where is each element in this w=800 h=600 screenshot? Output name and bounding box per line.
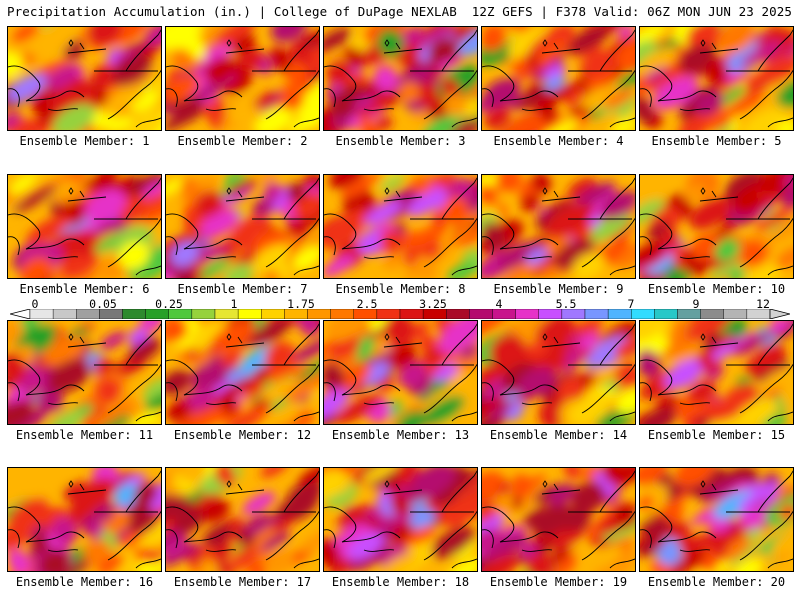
ensemble-member-label: Ensemble Member: 7 bbox=[177, 282, 308, 296]
colorbar-right-arrow bbox=[769, 309, 790, 319]
ensemble-member-label: Ensemble Member: 3 bbox=[335, 134, 466, 148]
ensemble-member-label: Ensemble Member: 5 bbox=[651, 134, 782, 148]
colorbar-tick-label: 1 bbox=[230, 297, 238, 311]
colorbar-tick-label: 1.75 bbox=[287, 297, 315, 311]
colorbar-segment bbox=[376, 309, 401, 319]
colorbar-segment bbox=[191, 309, 216, 319]
colorbar-segment bbox=[723, 309, 748, 319]
ensemble-member-map bbox=[165, 174, 320, 279]
ensemble-member-map bbox=[639, 320, 794, 425]
colorbar-segment bbox=[52, 309, 77, 319]
ensemble-member-map bbox=[7, 467, 162, 572]
colorbar-tick-label: 12 bbox=[756, 297, 770, 311]
ensemble-member-label: Ensemble Member: 13 bbox=[331, 428, 470, 442]
ensemble-member-map bbox=[639, 174, 794, 279]
ensemble-member-map bbox=[7, 26, 162, 131]
ensemble-member-map bbox=[165, 467, 320, 572]
ensemble-member-map bbox=[481, 467, 636, 572]
ensemble-member-map bbox=[323, 320, 478, 425]
ensemble-member-map bbox=[323, 26, 478, 131]
ensemble-member-label: Ensemble Member: 12 bbox=[173, 428, 312, 442]
colorbar-tick-label: 3.25 bbox=[419, 297, 447, 311]
ensemble-member-map bbox=[481, 320, 636, 425]
ensemble-member-map bbox=[7, 320, 162, 425]
colorbar-tick-label: 0.05 bbox=[89, 297, 117, 311]
colorbar-segment bbox=[631, 309, 655, 319]
ensemble-member-label: Ensemble Member: 16 bbox=[15, 575, 154, 589]
colorbar-segment bbox=[654, 309, 678, 319]
colorbar-segment bbox=[446, 309, 470, 319]
ensemble-member-map bbox=[639, 467, 794, 572]
ensemble-member-label: Ensemble Member: 14 bbox=[489, 428, 628, 442]
colorbar-tick-label: 0.25 bbox=[155, 297, 183, 311]
ensemble-member-label: Ensemble Member: 9 bbox=[493, 282, 624, 296]
ensemble-member-map bbox=[481, 174, 636, 279]
ensemble-member-map bbox=[165, 26, 320, 131]
colorbar-tick-label: 5.5 bbox=[555, 297, 577, 311]
ensemble-member-label: Ensemble Member: 10 bbox=[647, 282, 786, 296]
ensemble-member-map bbox=[323, 467, 478, 572]
map-title: Precipitation Accumulation (in.) | Colle… bbox=[7, 4, 457, 19]
colorbar-segment bbox=[261, 309, 285, 319]
colorbar-segment bbox=[584, 309, 609, 319]
ensemble-member-label: Ensemble Member: 6 bbox=[19, 282, 150, 296]
ensemble-member-map bbox=[481, 26, 636, 131]
colorbar-tick-label: 2.5 bbox=[356, 297, 378, 311]
ensemble-member-label: Ensemble Member: 11 bbox=[15, 428, 154, 442]
ensemble-member-map bbox=[639, 26, 794, 131]
ensemble-member-label: Ensemble Member: 4 bbox=[493, 134, 624, 148]
ensemble-member-label: Ensemble Member: 1 bbox=[19, 134, 150, 148]
ensemble-member-label: Ensemble Member: 17 bbox=[173, 575, 312, 589]
colorbar-segment bbox=[515, 309, 539, 319]
ensemble-member-label: Ensemble Member: 20 bbox=[647, 575, 786, 589]
ensemble-member-label: Ensemble Member: 8 bbox=[335, 282, 466, 296]
colorbar-tick-label: 7 bbox=[627, 297, 635, 311]
colorbar-tick-label: 9 bbox=[692, 297, 700, 311]
ensemble-member-map bbox=[165, 320, 320, 425]
ensemble-member-label: Ensemble Member: 19 bbox=[489, 575, 628, 589]
colorbar-left-arrow bbox=[10, 309, 31, 319]
colorbar-segment bbox=[700, 309, 724, 319]
colorbar-segment bbox=[469, 309, 493, 319]
ensemble-member-label: Ensemble Member: 15 bbox=[647, 428, 786, 442]
colorbar-segment bbox=[237, 309, 262, 319]
ensemble-member-label: Ensemble Member: 18 bbox=[331, 575, 470, 589]
colorbar-segment bbox=[330, 309, 354, 319]
ensemble-member-map bbox=[323, 174, 478, 279]
colorbar-tick-label: 4 bbox=[495, 297, 503, 311]
model-run-info: 12Z GEFS | F378 Valid: 06Z MON JUN 23 20… bbox=[471, 4, 792, 19]
colorbar-segment bbox=[122, 309, 146, 319]
colorbar-tick-label: 0 bbox=[31, 297, 39, 311]
precip-colorbar bbox=[10, 309, 790, 319]
ensemble-member-map bbox=[7, 174, 162, 279]
ensemble-member-label: Ensemble Member: 2 bbox=[177, 134, 308, 148]
